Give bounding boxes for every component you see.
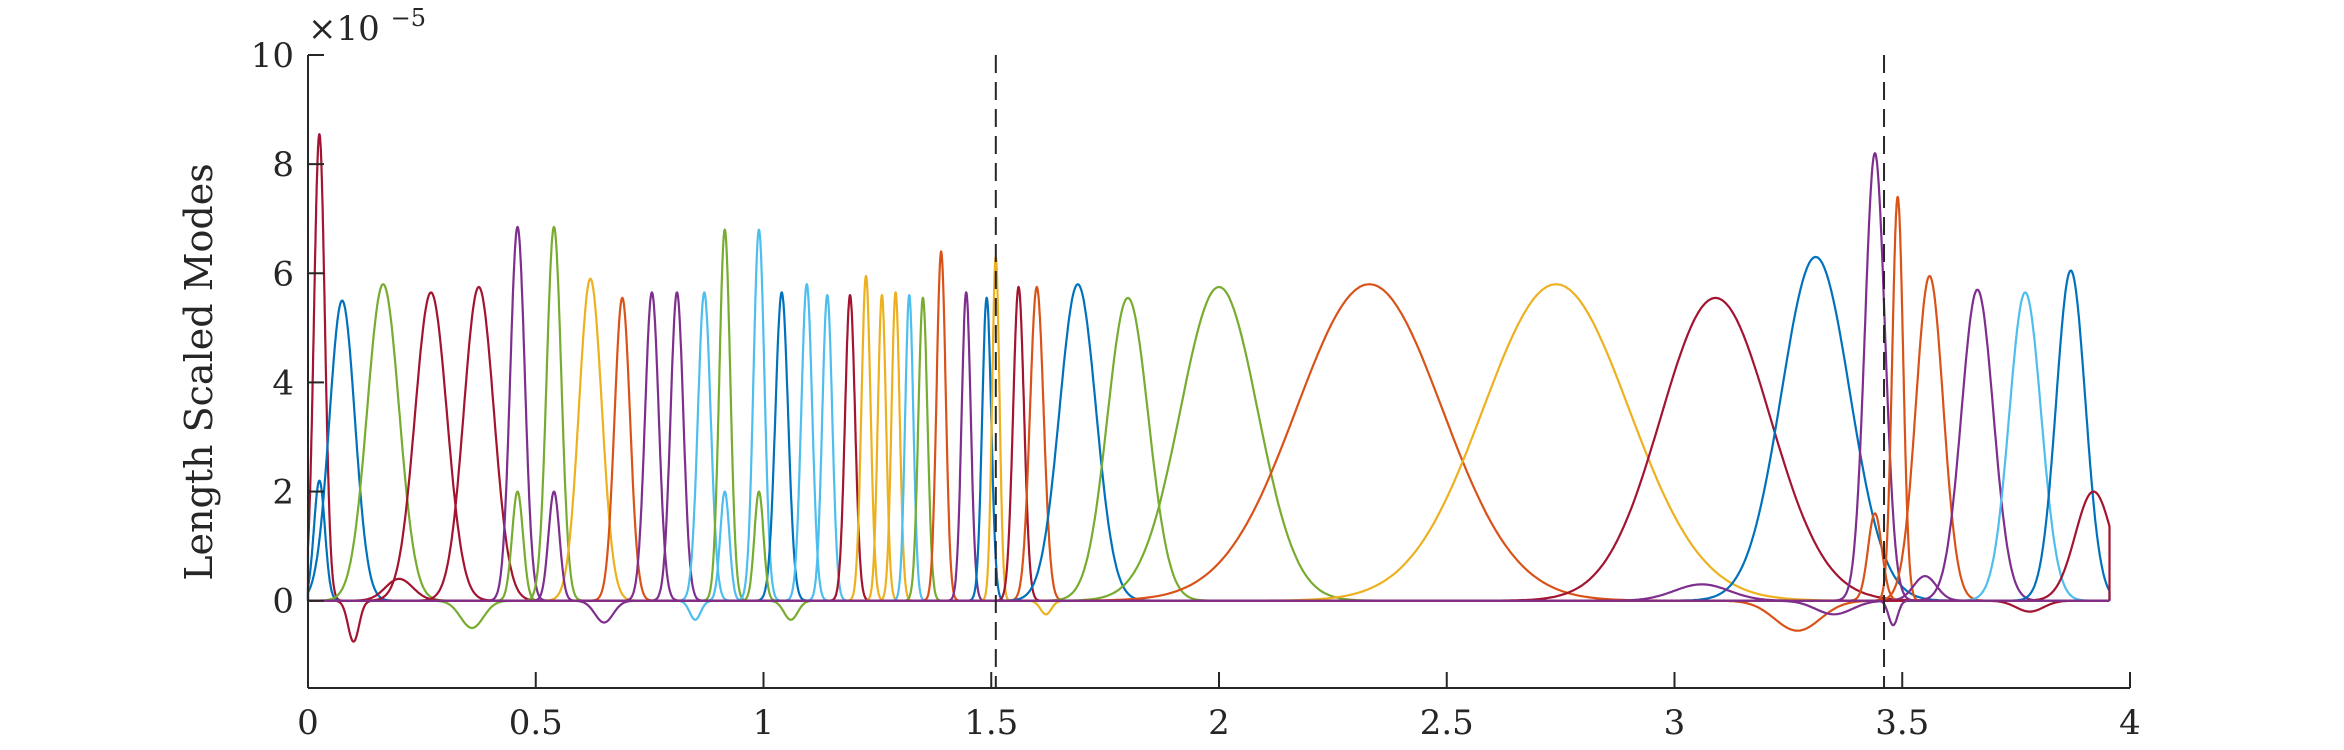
mode-curve — [308, 274, 2110, 602]
mode-curve — [308, 291, 2110, 602]
y-tick-label: 2 — [272, 473, 294, 513]
y-exponent-power: −5 — [391, 4, 426, 32]
mode-curve — [308, 294, 2110, 602]
mode-curve — [308, 294, 2110, 602]
mode-curve — [308, 277, 2110, 602]
mode-curve — [308, 490, 2110, 602]
mode-curve — [308, 294, 2110, 602]
mode-curve — [306, 299, 2110, 602]
x-ticks: 0 0.5 1 1.5 2 2.5 3 3.5 4 — [297, 672, 2141, 743]
mode-curve — [308, 296, 2110, 602]
mode-curve — [308, 291, 2110, 602]
mode-curve — [308, 599, 2110, 616]
mode-curve — [308, 599, 2110, 632]
mode-curves — [306, 133, 2111, 643]
mode-curve — [308, 599, 2110, 621]
mode-curve — [308, 285, 2110, 602]
mode-curve — [308, 599, 2110, 627]
mode-curve — [308, 291, 2110, 602]
y-tick-label: 4 — [272, 363, 294, 403]
x-tick-label: 3 — [1664, 703, 1686, 743]
mode-curve — [308, 490, 2110, 602]
dashed-interface-lines — [994, 55, 1886, 688]
x-tick-label: 2.5 — [1420, 703, 1474, 743]
mode-curve — [308, 228, 2110, 602]
mode-curve — [308, 296, 2110, 602]
mode-curve — [308, 291, 2110, 602]
mode-curve — [308, 294, 2110, 602]
mode-curve — [308, 274, 2110, 602]
y-axis-exponent: ×10 −5 — [308, 4, 426, 49]
mode-curve — [308, 599, 2110, 621]
mode-curve — [308, 288, 2110, 602]
mode-curve — [308, 490, 2111, 602]
mode-curve — [308, 296, 2110, 602]
mode-curve — [308, 490, 2110, 602]
mode-curve — [308, 599, 2110, 616]
y-axis-label: Length Scaled Modes — [177, 163, 221, 580]
y-tick-label: 0 — [272, 582, 294, 622]
x-tick-label: 2 — [1208, 703, 1230, 743]
mode-curve — [308, 291, 2110, 602]
x-tick-label: 3.5 — [1875, 703, 1929, 743]
mode-curve — [308, 599, 2110, 624]
mode-curve — [308, 291, 2110, 602]
x-tick-label: 1.5 — [964, 703, 1018, 743]
x-tick-label: 0.5 — [509, 703, 563, 743]
mode-curve — [306, 133, 2110, 602]
mode-curve — [308, 285, 2110, 602]
x-tick-label: 0 — [297, 703, 319, 743]
x-tick-label: 4 — [2119, 703, 2141, 743]
mode-curve — [308, 285, 2110, 602]
mode-curve — [308, 291, 2110, 602]
mode-curve — [308, 195, 2110, 602]
mode-curve — [308, 283, 2110, 602]
mode-curve — [308, 490, 2110, 602]
x-tick-label: 1 — [753, 703, 775, 743]
mode-curve — [308, 577, 2110, 602]
y-tick-label: 6 — [272, 254, 294, 294]
y-exponent-base: ×10 — [308, 9, 380, 49]
mode-curve — [308, 152, 2110, 602]
mode-curve — [308, 291, 2110, 602]
mode-curve — [308, 296, 2110, 602]
mode-curve — [308, 283, 2110, 602]
mode-curve — [308, 255, 2110, 602]
y-ticks: 0 2 4 6 8 10 — [251, 36, 324, 622]
y-tick-label: 10 — [251, 36, 294, 76]
mode-curve — [308, 283, 2110, 602]
mode-curve — [308, 250, 2110, 602]
mode-curve — [308, 512, 2110, 602]
mode-curve — [308, 296, 2110, 602]
mode-curve — [306, 479, 2110, 602]
y-tick-label: 8 — [272, 145, 294, 185]
mode-curve — [308, 575, 2110, 602]
mode-curve — [308, 283, 2110, 602]
mode-curve — [308, 269, 2111, 602]
